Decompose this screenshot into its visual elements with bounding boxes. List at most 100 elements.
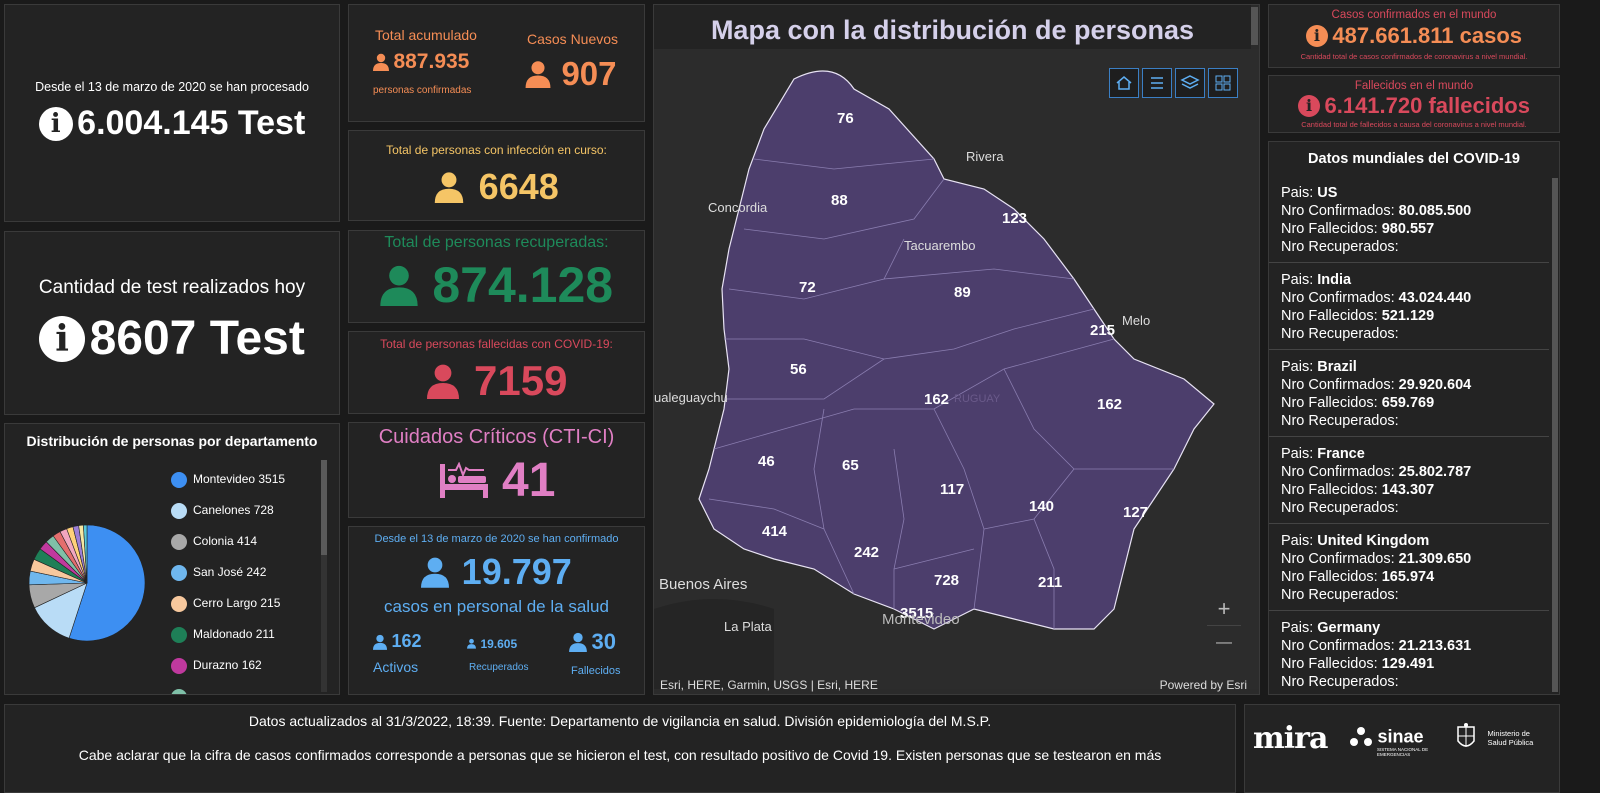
map-title: Mapa con la distribución de personas xyxy=(654,5,1251,49)
country-list-item[interactable]: Pais: India Nro Confirmados: 43.024.440 Nr… xyxy=(1269,263,1549,350)
department-count-label[interactable]: 72 xyxy=(799,279,816,296)
legend-item[interactable]: Maldonado 211 xyxy=(171,627,275,643)
recovered-label: Nro Recuperados: xyxy=(1281,413,1399,429)
department-pie-chart xyxy=(28,524,146,642)
total-acumulado-title: Total acumulado xyxy=(375,27,477,43)
legend-item[interactable]: Montevideo 3515 xyxy=(171,472,285,488)
confirmed-label: Nro Confirmados: xyxy=(1281,551,1399,567)
department-count-label[interactable]: 414 xyxy=(762,523,788,540)
department-count-label[interactable]: 56 xyxy=(790,361,807,378)
country-name: Germany xyxy=(1317,620,1381,636)
department-count-label[interactable]: 3515 xyxy=(900,605,934,622)
map-home-button[interactable] xyxy=(1109,68,1139,98)
map-title-scrollbar[interactable] xyxy=(1251,7,1258,45)
map-layers-button[interactable] xyxy=(1175,68,1205,98)
deaths-value: 165.974 xyxy=(1381,569,1435,585)
tests-today-value: 8607 Test xyxy=(89,312,305,365)
legend-dot xyxy=(171,534,187,550)
world-confirmed-subtitle: Cantidad total de casos confirmados de c… xyxy=(1300,52,1528,61)
department-count-label[interactable]: 162 xyxy=(1097,396,1123,413)
msp-logo: Ministerio de Salud Pública xyxy=(1455,723,1549,753)
department-count-label[interactable]: 123 xyxy=(1002,210,1028,227)
confirmed-value: 43.024.440 xyxy=(1398,290,1472,306)
department-count-label[interactable]: 117 xyxy=(940,481,965,498)
department-count-label[interactable]: 88 xyxy=(831,192,848,209)
pie-slice[interactable] xyxy=(68,524,146,642)
hospital-bed-icon xyxy=(439,461,488,498)
recuperados-label: Recuperados xyxy=(469,662,529,673)
legend-dot xyxy=(171,627,187,643)
person-icon xyxy=(426,364,459,399)
personal-salud-value: 19.797 xyxy=(461,551,572,592)
personal-salud-panel: Desde el 13 de marzo de 2020 se han conf… xyxy=(348,526,645,695)
country-name: Brazil xyxy=(1317,359,1357,375)
department-count-label[interactable]: 242 xyxy=(854,544,880,561)
sinae-logo-subtext: SISTEMA NACIONAL DE EMERGENCIAS xyxy=(1377,747,1429,757)
world-confirmed-title: Casos confirmados en el mundo xyxy=(1331,9,1497,21)
zoom-in-button[interactable]: + xyxy=(1207,593,1241,626)
country-label: Pais: xyxy=(1281,620,1318,636)
deaths-value: 129.491 xyxy=(1381,656,1435,672)
map-legend-button[interactable] xyxy=(1142,68,1172,98)
deaths-label: Nro Fallecidos: xyxy=(1281,221,1382,237)
country-list-item[interactable]: Pais: US Nro Confirmados: 80.085.500 Nro F… xyxy=(1269,176,1549,263)
country-list-item[interactable]: Pais: Germany Nro Confirmados: 21.213.631… xyxy=(1269,611,1549,694)
legend-label: Montevideo 3515 xyxy=(193,472,286,487)
footer-panel: Datos actualizados al 31/3/2022, 18:39. … xyxy=(4,704,1236,793)
world-confirmed-value: 487.661.811 casos xyxy=(1332,23,1523,48)
recuperadas-panel: Total de personas recuperadas: 874.128 xyxy=(348,230,645,323)
country-list-item[interactable]: Pais: France Nro Confirmados: 25.802.787 N… xyxy=(1269,437,1549,524)
recuperadas-value: 874.128 xyxy=(432,257,614,313)
legend-item[interactable]: Canelones 728 xyxy=(171,503,274,519)
legend-item[interactable]: Colonia 414 xyxy=(171,534,257,550)
country-label: Pais: xyxy=(1281,185,1318,201)
map-basemap-button[interactable] xyxy=(1208,68,1238,98)
mira-logo: mira xyxy=(1253,721,1328,756)
department-count-label[interactable]: 76 xyxy=(837,110,854,127)
country-name: France xyxy=(1317,446,1365,462)
department-count-label[interactable]: 728 xyxy=(934,572,960,589)
legend-dot xyxy=(171,565,187,581)
world-deaths-panel: Fallecidos en el mundo i 6.141.720 falle… xyxy=(1268,75,1560,133)
legend-label: Durazno 162 xyxy=(193,658,262,673)
map-powered-by[interactable]: Powered by Esri xyxy=(1159,678,1247,692)
department-count-label[interactable]: 127 xyxy=(1123,504,1149,521)
legend-item[interactable]: San José 242 xyxy=(171,565,266,581)
layers-icon xyxy=(1180,75,1200,89)
department-count-label[interactable]: 140 xyxy=(1029,498,1055,515)
country-list-item[interactable]: Pais: Brazil Nro Confirmados: 29.920.604 N… xyxy=(1269,350,1549,437)
legend-scrollbar[interactable] xyxy=(321,460,327,692)
legend-item[interactable]: Cerro Largo 215 xyxy=(171,596,280,612)
total-acumulado-value: 887.935 xyxy=(393,50,470,73)
tests-total-value: 6.004.145 Test xyxy=(77,104,306,142)
city-label: La Plata xyxy=(724,619,772,634)
department-count-label[interactable]: 65 xyxy=(842,457,859,474)
deaths-label: Nro Fallecidos: xyxy=(1281,395,1382,411)
person-icon xyxy=(434,172,464,203)
city-label: Tacuarembo xyxy=(904,238,976,253)
zoom-out-button[interactable]: — xyxy=(1216,634,1232,651)
department-count-label[interactable]: 162 xyxy=(924,391,950,408)
city-label: Melo xyxy=(1122,313,1151,328)
world-list-scrollbar[interactable] xyxy=(1552,178,1558,692)
world-deaths-subtitle: Cantidad total de fallecidos a causa del… xyxy=(1301,120,1527,129)
deaths-label: Nro Fallecidos: xyxy=(1281,482,1382,498)
country-list-item[interactable]: Pais: United Kingdom Nro Confirmados: 21.… xyxy=(1269,524,1549,611)
map-panel[interactable]: Mapa con la distribución de personas 76 8… xyxy=(653,4,1260,695)
department-count-label[interactable]: 89 xyxy=(954,284,971,301)
world-country-list[interactable]: Pais: US Nro Confirmados: 80.085.500 Nro F… xyxy=(1269,176,1549,694)
tests-total-panel: Desde el 13 de marzo de 2020 se han proc… xyxy=(4,4,340,222)
fallecidas-value: 7159 xyxy=(474,357,568,404)
world-data-panel: Datos mundiales del COVID-19 Pais: US Nro… xyxy=(1268,141,1560,695)
fallecidos-value: 30 xyxy=(591,629,616,654)
confirmed-value: 21.213.631 xyxy=(1398,638,1472,654)
department-count-label[interactable]: 215 xyxy=(1090,322,1116,339)
confirmed-value: 80.085.500 xyxy=(1398,203,1472,219)
logos-panel: mira sinae SISTEMA NACIONAL DE EMERGENCI… xyxy=(1244,704,1560,793)
legend-item[interactable]: Durazno 162 xyxy=(171,658,262,674)
department-count-label[interactable]: 46 xyxy=(758,453,775,470)
department-count-label[interactable]: 211 xyxy=(1038,574,1063,591)
pie-slice[interactable] xyxy=(83,524,88,584)
confirmed-label: Nro Confirmados: xyxy=(1281,377,1399,393)
mira-logo-text: mira xyxy=(1253,721,1328,756)
